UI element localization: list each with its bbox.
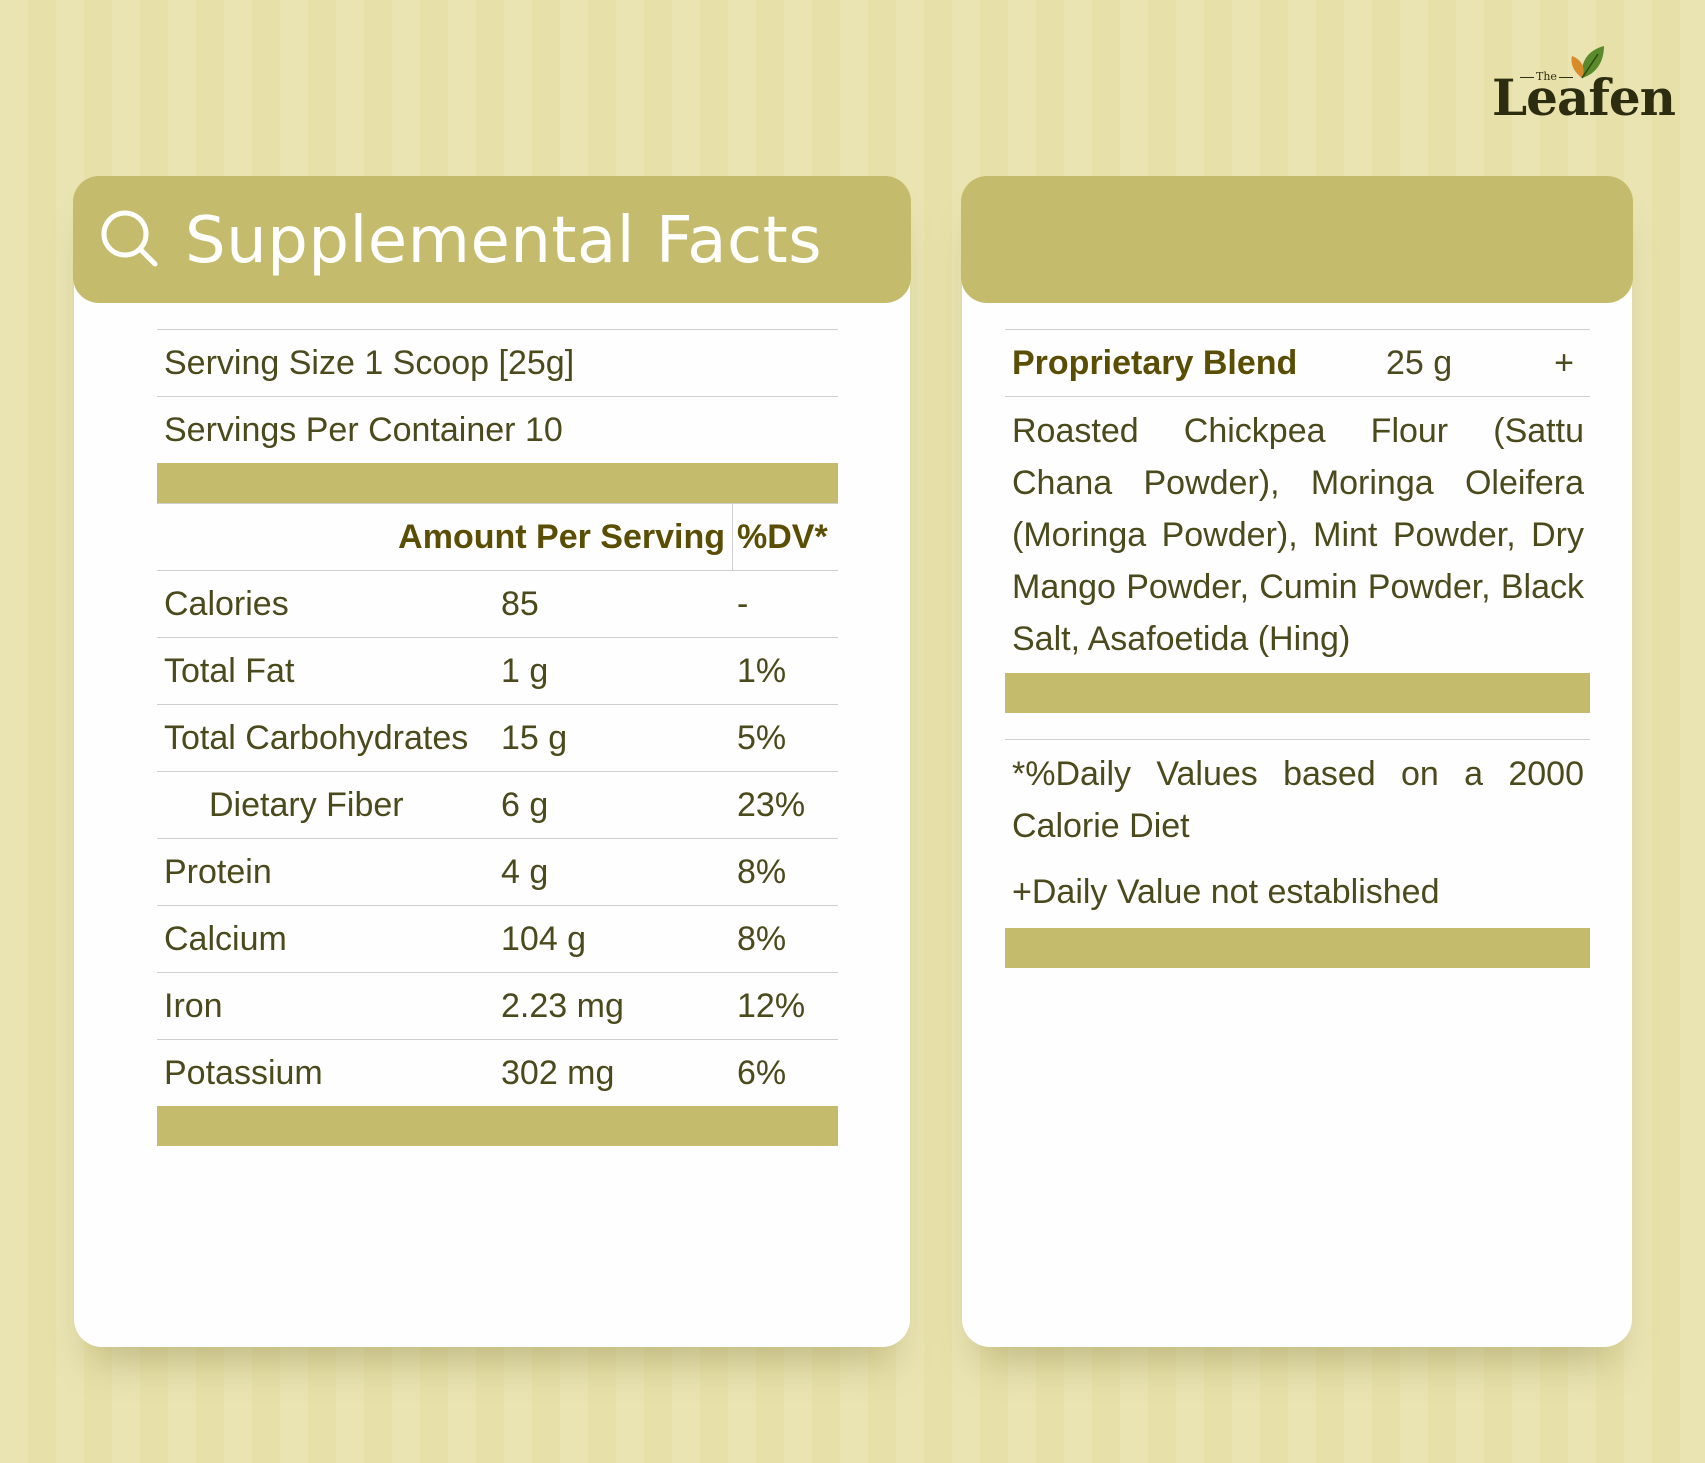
- nutrient-dv: 8%: [737, 853, 787, 891]
- nutrient-name: Calories: [164, 585, 289, 623]
- nutrient-amount: 15 g: [501, 719, 568, 757]
- nutrient-name: Dietary Fiber: [209, 786, 404, 824]
- table-row: Calories 85 -: [157, 570, 838, 637]
- supplement-facts-card: Supplemental Facts Serving Size 1 Scoop …: [73, 176, 911, 1347]
- brand-small: The: [1518, 70, 1575, 83]
- table-row: Total Carbohydrates 15 g 5%: [157, 704, 838, 771]
- brand-name: Leafen: [1492, 68, 1676, 127]
- nutrient-dv: 8%: [737, 920, 787, 958]
- nutrient-amount: 2.23 mg: [501, 987, 624, 1025]
- divider-bar: [157, 1106, 838, 1146]
- dv-header: %DV*: [737, 518, 828, 556]
- nutrient-name: Calcium: [164, 920, 287, 958]
- blend-mark: +: [1554, 344, 1574, 382]
- nutrient-amount: 4 g: [501, 853, 549, 891]
- nutrient-amount: 1 g: [501, 652, 549, 690]
- nutrient-dv: 23%: [737, 786, 806, 824]
- search-icon: [101, 210, 158, 267]
- ingredients-list: Roasted Chickpea Flour (Sattu Chana Powd…: [1012, 412, 1584, 658]
- table-row: Protein 4 g 8%: [157, 838, 838, 905]
- table-row: Iron 2.23 mg 12%: [157, 972, 838, 1039]
- brand-logo: The Leafen: [1488, 42, 1676, 132]
- nutrient-name: Potassium: [164, 1054, 323, 1092]
- blend-row: Proprietary Blend 25 g +: [1005, 329, 1590, 397]
- ingredients-card: Proprietary Blend 25 g + Roasted Chickpe…: [961, 176, 1633, 1347]
- page-title: Supplemental Facts: [185, 204, 823, 278]
- divider-line: [1005, 713, 1590, 740]
- servings-per-container-row: Servings Per Container 10: [157, 396, 838, 463]
- table-header: Amount Per Serving %DV*: [157, 503, 838, 570]
- nutrient-name: Total Carbohydrates: [164, 719, 469, 757]
- card-header: [961, 176, 1633, 303]
- facts-table: Serving Size 1 Scoop [25g] Servings Per …: [157, 329, 838, 1146]
- plus-footnote: +Daily Value not established: [1012, 873, 1440, 911]
- divider-bar: [1005, 673, 1590, 713]
- nutrient-dv: 5%: [737, 719, 787, 757]
- nutrient-dv: -: [737, 585, 749, 623]
- nutrient-amount: 85: [501, 585, 539, 623]
- leaf-icon: [1571, 46, 1604, 79]
- table-row: Total Fat 1 g 1%: [157, 637, 838, 704]
- nutrient-dv: 6%: [737, 1054, 787, 1092]
- divider-bar: [157, 463, 838, 503]
- nutrient-dv: 12%: [737, 987, 806, 1025]
- table-row: Potassium 302 mg 6%: [157, 1039, 838, 1106]
- nutrient-amount: 104 g: [501, 920, 587, 958]
- dv-footnote: *%Daily Values based on a 2000 Calorie D…: [1012, 755, 1584, 845]
- nutrient-amount: 302 mg: [501, 1054, 615, 1092]
- table-row: Calcium 104 g 8%: [157, 905, 838, 972]
- amount-header: Amount Per Serving: [398, 518, 725, 556]
- serving-size-row: Serving Size 1 Scoop [25g]: [157, 329, 838, 396]
- nutrient-dv: 1%: [737, 652, 787, 690]
- divider-bar: [1005, 928, 1590, 968]
- servings-per-container: Servings Per Container 10: [164, 411, 563, 449]
- nutrient-name: Iron: [164, 987, 223, 1025]
- nutrient-amount: 6 g: [501, 786, 549, 824]
- serving-size: Serving Size 1 Scoop [25g]: [164, 344, 575, 382]
- nutrient-name: Total Fat: [164, 652, 295, 690]
- nutrient-name: Protein: [164, 853, 272, 891]
- blend-name: Proprietary Blend: [1012, 344, 1298, 382]
- blend-amount: 25 g: [1386, 344, 1453, 382]
- blend-table: Proprietary Blend 25 g + Roasted Chickpe…: [1005, 329, 1590, 968]
- header-separator: [732, 504, 733, 570]
- table-row: Dietary Fiber 6 g 23%: [157, 771, 838, 838]
- card-header: Supplemental Facts: [73, 176, 911, 303]
